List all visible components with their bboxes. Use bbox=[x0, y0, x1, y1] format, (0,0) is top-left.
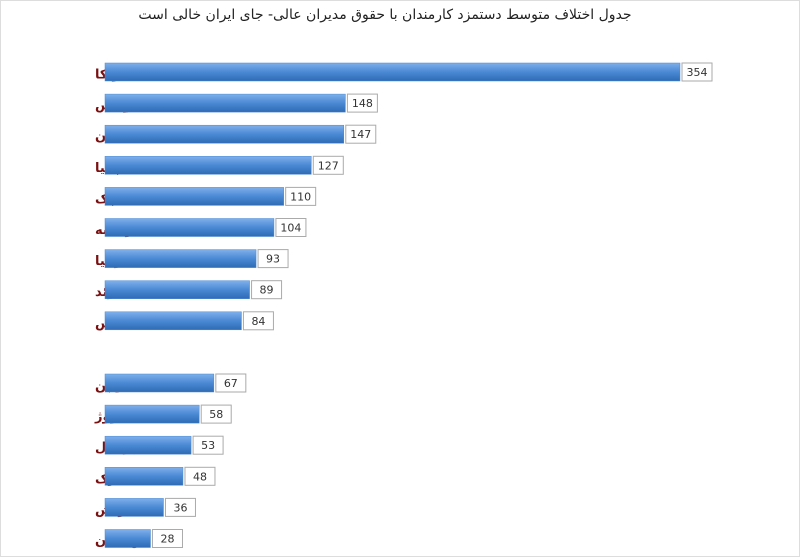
value-label: 93 bbox=[266, 253, 280, 266]
value-label-box bbox=[285, 186, 317, 206]
value-label: 104 bbox=[280, 222, 301, 235]
value-label: 89 bbox=[260, 284, 274, 297]
value-label-box bbox=[215, 373, 247, 393]
value-label: 354 bbox=[687, 66, 708, 79]
bar bbox=[104, 404, 200, 424]
bar bbox=[104, 218, 275, 237]
value-label: 58 bbox=[209, 408, 223, 421]
value-label-box bbox=[184, 466, 216, 486]
value-label-box bbox=[257, 249, 289, 269]
value-label: 67 bbox=[224, 377, 238, 390]
value-label-box bbox=[151, 529, 183, 548]
value-label-box bbox=[312, 155, 344, 175]
bar bbox=[104, 124, 345, 144]
value-label: 148 bbox=[352, 97, 373, 110]
value-label: 147 bbox=[350, 128, 371, 141]
bar bbox=[104, 156, 312, 175]
bar bbox=[104, 529, 151, 548]
bar bbox=[104, 435, 192, 455]
value-label-box bbox=[345, 124, 377, 144]
value-label-box bbox=[200, 404, 232, 424]
value-label-box bbox=[346, 93, 378, 113]
bar bbox=[104, 280, 250, 299]
bar bbox=[104, 498, 164, 517]
value-label-box bbox=[251, 280, 283, 300]
value-label-box bbox=[681, 62, 713, 82]
value-label-box bbox=[242, 311, 274, 331]
bar bbox=[104, 62, 681, 82]
bar bbox=[104, 311, 242, 331]
bar bbox=[104, 467, 184, 486]
bar bbox=[104, 93, 346, 113]
value-label-box bbox=[275, 218, 307, 237]
bar bbox=[104, 373, 215, 393]
chart-title: جدول اختلاف متوسط دستمزد کارمندان با حقو… bbox=[138, 7, 631, 23]
value-label: 84 bbox=[251, 315, 265, 328]
value-label: 28 bbox=[160, 533, 174, 546]
value-label-box bbox=[192, 435, 224, 455]
bar bbox=[104, 249, 257, 268]
value-label: 110 bbox=[290, 190, 311, 203]
value-label: 36 bbox=[173, 501, 187, 514]
value-label: 53 bbox=[201, 439, 215, 452]
value-label: 48 bbox=[193, 470, 207, 483]
value-label: 127 bbox=[318, 159, 339, 172]
value-label-box bbox=[164, 497, 196, 517]
bar bbox=[104, 187, 284, 206]
